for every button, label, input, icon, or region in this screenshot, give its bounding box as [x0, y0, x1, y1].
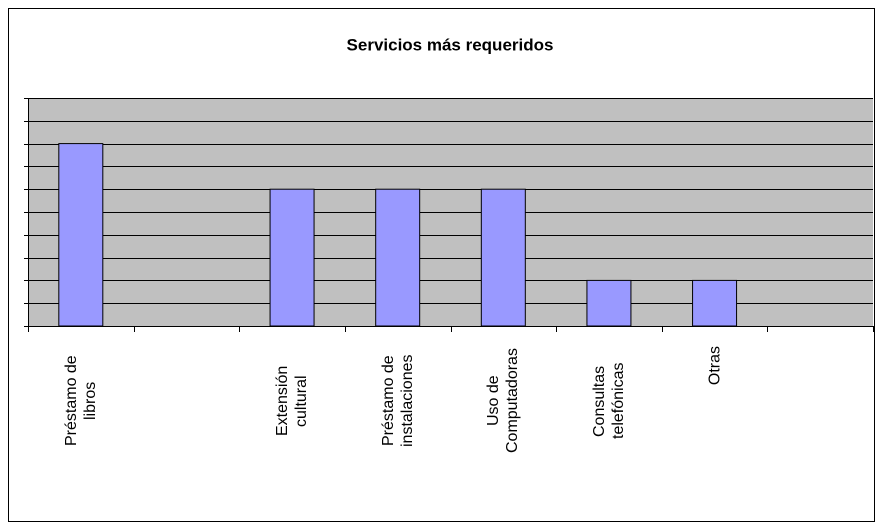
bar — [586, 279, 632, 327]
x-tick-label: Préstamo de libros — [62, 355, 99, 447]
x-tick-label: Otras — [706, 346, 724, 386]
bar — [692, 279, 738, 327]
x-tick-label: Préstamo de instalaciones — [379, 354, 416, 448]
chart-title: Servicios más requeridos — [347, 35, 554, 54]
x-tick-label: Uso de Computadoras — [485, 348, 522, 454]
bar — [480, 188, 526, 327]
bar — [375, 188, 421, 327]
x-tick-label: Consultas telefónicas — [590, 362, 627, 440]
bar — [269, 188, 315, 327]
x-tick-label: Extensión cultural — [274, 365, 311, 437]
bar — [58, 143, 104, 327]
